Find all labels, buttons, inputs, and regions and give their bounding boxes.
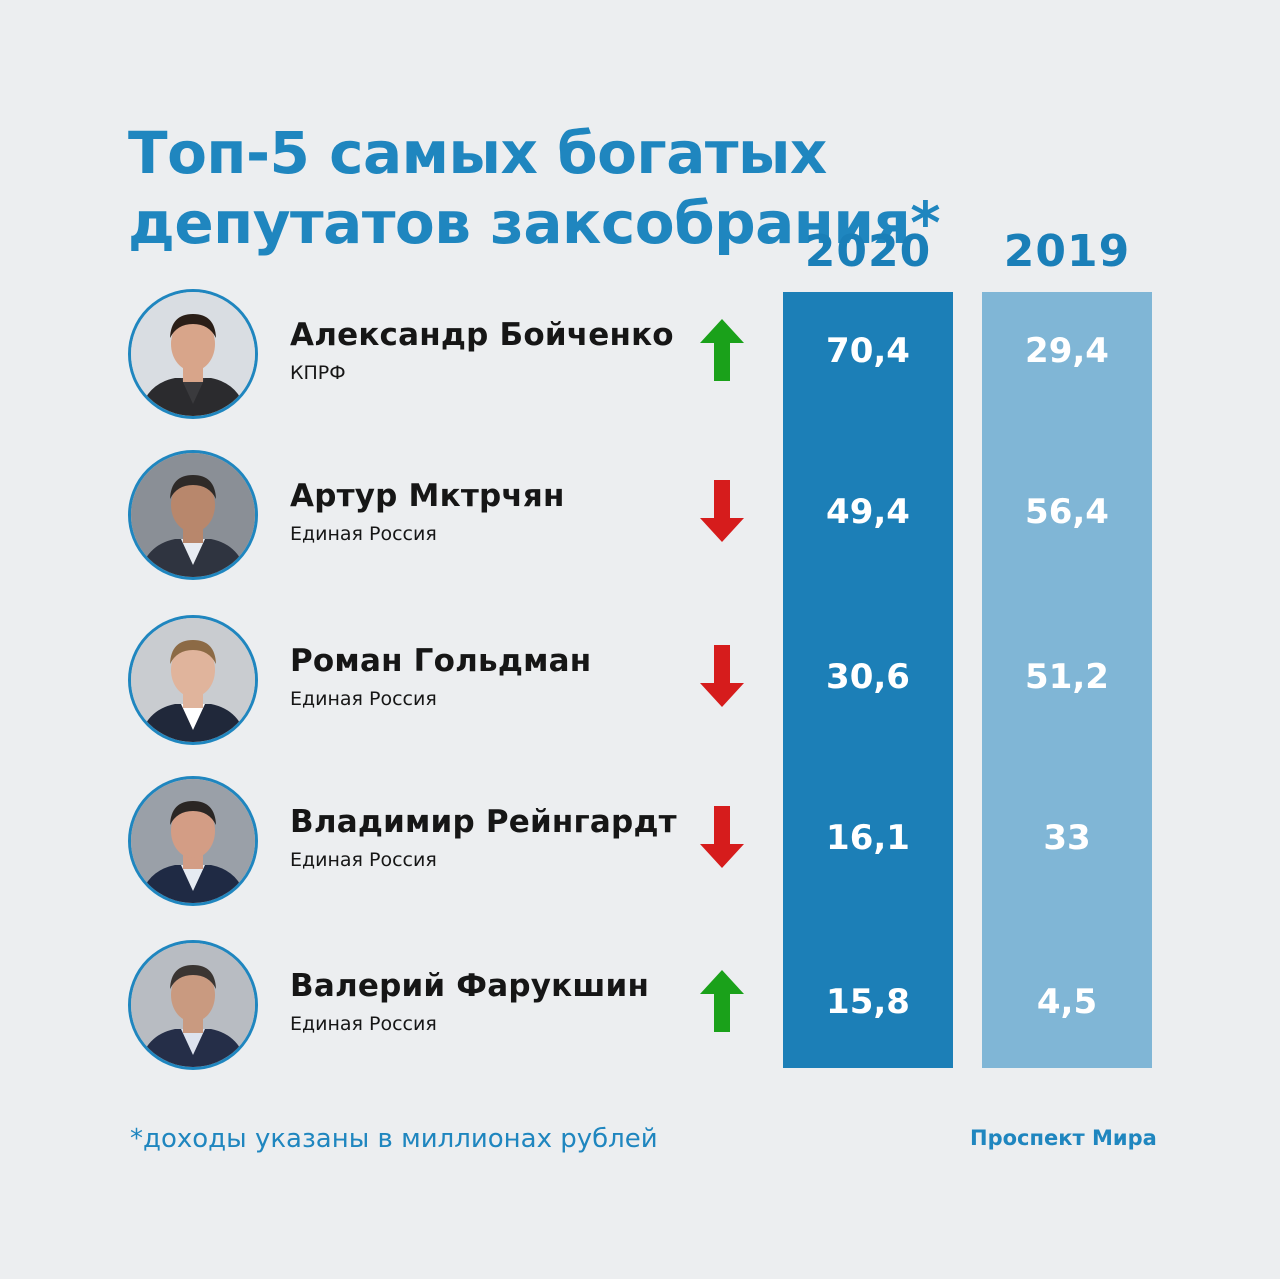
avatar xyxy=(128,940,258,1070)
deputy-party: Единая Россия xyxy=(290,688,437,710)
avatar xyxy=(128,450,258,580)
income-value-2020: 30,6 xyxy=(826,657,910,697)
income-value-2019: 29,4 xyxy=(1025,331,1109,371)
income-value-2019: 56,4 xyxy=(1025,492,1109,532)
year-header-2019: 2019 xyxy=(1003,226,1131,277)
deputy-party: КПРФ xyxy=(290,362,346,384)
arrow-up-icon xyxy=(700,970,744,1032)
deputy-party: Единая Россия xyxy=(290,1013,437,1035)
deputy-party: Единая Россия xyxy=(290,849,437,871)
year-header-2020: 2020 xyxy=(804,226,932,277)
table-row: Александр Бойченко КПРФ 70,4 29,4 xyxy=(0,289,1280,419)
deputy-name: Владимир Рейнгардт xyxy=(290,804,677,840)
arrow-down-icon xyxy=(700,645,744,707)
deputy-name: Роман Гольдман xyxy=(290,643,592,679)
income-value-2020: 15,8 xyxy=(826,982,910,1022)
brand-logo: Проспект Мира xyxy=(970,1126,1157,1150)
column-2020-background xyxy=(783,292,953,1068)
avatar xyxy=(128,289,258,419)
income-value-2019: 33 xyxy=(1043,818,1091,858)
income-value-2019: 4,5 xyxy=(1036,982,1098,1022)
table-row: Владимир Рейнгардт Единая Россия 16,1 33 xyxy=(0,776,1280,906)
deputy-name: Артур Мктрчян xyxy=(290,478,565,514)
deputy-party: Единая Россия xyxy=(290,523,437,545)
avatar xyxy=(128,776,258,906)
income-value-2020: 49,4 xyxy=(826,492,910,532)
income-value-2020: 70,4 xyxy=(826,331,910,371)
table-row: Роман Гольдман Единая Россия 30,6 51,2 xyxy=(0,615,1280,745)
table-row: Артур Мктрчян Единая Россия 49,4 56,4 xyxy=(0,450,1280,580)
column-2019-background xyxy=(982,292,1152,1068)
arrow-up-icon xyxy=(700,319,744,381)
footnote: *доходы указаны в миллионах рублей xyxy=(130,1124,658,1154)
arrow-down-icon xyxy=(700,806,744,868)
income-value-2020: 16,1 xyxy=(826,818,910,858)
table-row: Валерий Фарукшин Единая Россия 15,8 4,5 xyxy=(0,940,1280,1070)
deputy-name: Валерий Фарукшин xyxy=(290,968,650,1004)
deputy-name: Александр Бойченко xyxy=(290,317,674,353)
arrow-down-icon xyxy=(700,480,744,542)
income-value-2019: 51,2 xyxy=(1025,657,1109,697)
avatar xyxy=(128,615,258,745)
page-title: Топ-5 самых богатых депутатов заксобрани… xyxy=(128,119,941,257)
